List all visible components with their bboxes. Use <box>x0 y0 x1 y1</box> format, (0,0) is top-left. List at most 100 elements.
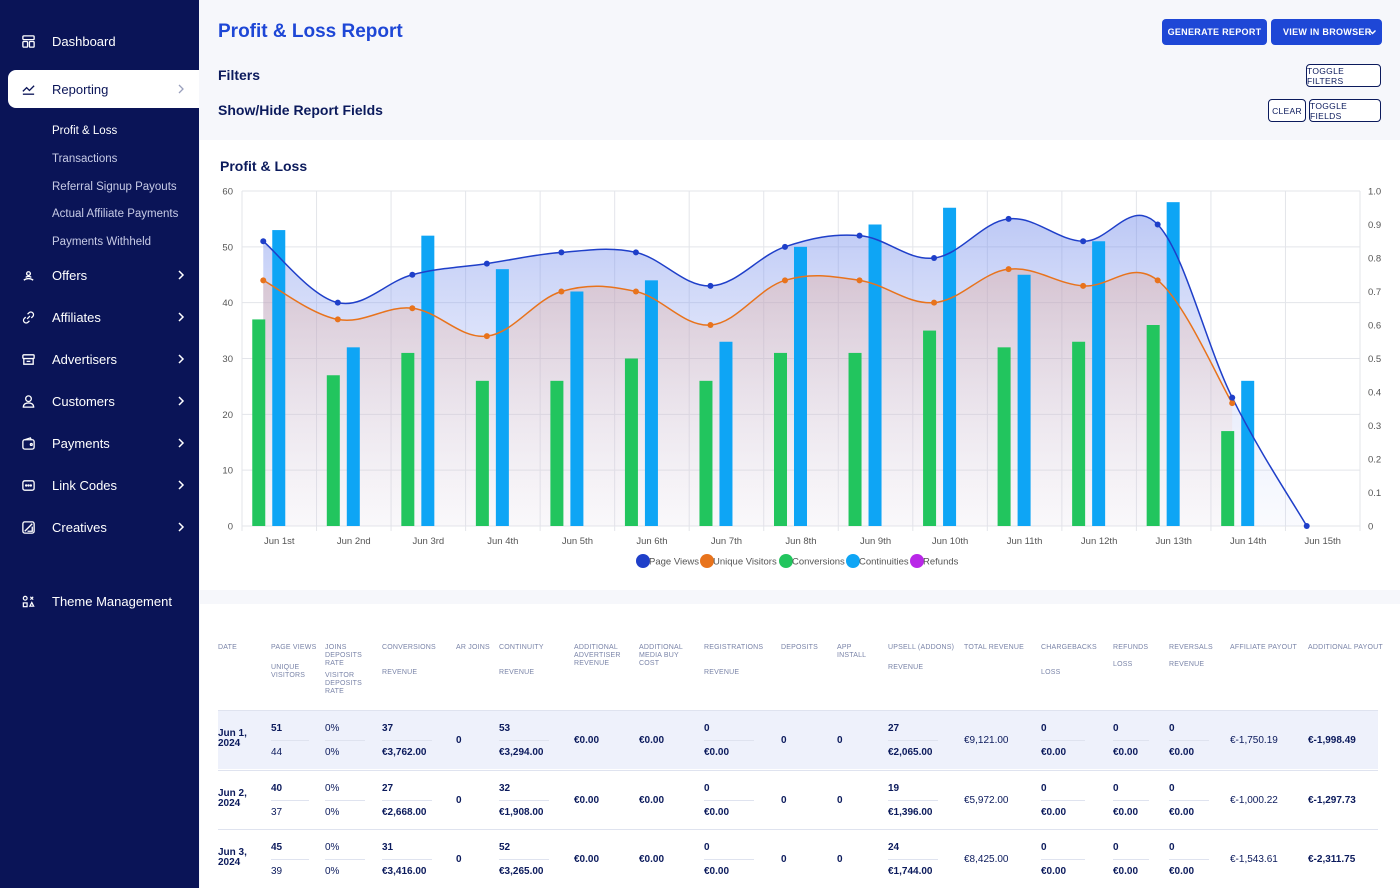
sidebar-item-offers[interactable]: Offers <box>8 256 199 294</box>
conversions-bar <box>699 380 713 526</box>
report-fields-heading: Show/Hide Report Fields <box>218 102 383 118</box>
table-cell: 0 <box>1169 782 1175 794</box>
chevron-right-icon <box>178 480 185 490</box>
column-header[interactable]: PAGE VIEWS <box>271 644 317 651</box>
continuities-bar <box>794 246 807 526</box>
toggle-fields-button[interactable]: TOGGLE FIELDS <box>1309 99 1381 122</box>
column-header[interactable]: CONTINUITY <box>499 644 544 651</box>
sidebar-item-payments[interactable]: Payments <box>8 424 199 462</box>
column-header[interactable]: UPSELL (ADDONS) <box>888 644 955 651</box>
column-header[interactable]: CONVERSIONS <box>382 644 436 651</box>
conversions-bar <box>1221 431 1235 526</box>
column-header[interactable]: AFFILIATE PAYOUT <box>1230 644 1297 651</box>
subnav-referral-signup-payouts[interactable]: Referral Signup Payouts <box>52 181 177 193</box>
page-views-point <box>707 282 714 289</box>
sidebar-item-affiliates[interactable]: Affiliates <box>8 298 199 336</box>
column-header[interactable]: REFUNDS <box>1113 644 1149 651</box>
column-header[interactable]: CHARGEBACKS <box>1041 644 1097 651</box>
sidebar-item-creatives[interactable]: Creatives <box>8 508 199 546</box>
sidebar-item-link-codes[interactable]: Link Codes <box>8 466 199 504</box>
column-header[interactable]: AR JOINS <box>456 644 490 651</box>
y2-tick-label: 0 <box>1368 522 1373 533</box>
table-row[interactable]: Jun 2, 2024 40 37 0% 0% 27 €2,668.00 0 32 €1,908.… <box>218 769 1378 829</box>
y-tick-label: 30 <box>222 354 233 365</box>
cell-divider <box>325 740 365 741</box>
sidebar-item-theme-management[interactable]: Theme Management <box>8 582 199 620</box>
unique-visitors-point <box>1005 266 1012 273</box>
table-cell: €3,294.00 <box>499 747 544 758</box>
legend-swatch <box>779 554 793 568</box>
sidebar-item-reporting[interactable]: Reporting <box>8 70 199 108</box>
subnav-payments-withheld[interactable]: Payments Withheld <box>52 236 152 248</box>
column-header[interactable]: REGISTRATIONS <box>704 644 764 651</box>
column-header[interactable]: TOTAL REVENUE <box>964 644 1025 651</box>
conversions-bar <box>550 380 564 526</box>
x-tick-label: Jun 5th <box>562 536 593 547</box>
column-header[interactable]: ADDITIONAL MEDIA BUY COST <box>639 644 683 667</box>
conversions-bar <box>1146 325 1160 526</box>
sidebar-item-dashboard[interactable]: Dashboard <box>8 22 199 60</box>
column-header[interactable]: APP INSTALL <box>837 644 867 659</box>
table-cell: 53 <box>499 723 511 734</box>
cell-divider <box>1169 740 1209 741</box>
cell-divider <box>704 740 754 741</box>
column-header[interactable]: REVERSALS <box>1169 644 1213 651</box>
x-tick-label: Jun 7th <box>711 536 742 547</box>
column-subheader: REVENUE <box>382 669 418 676</box>
conversions-bar <box>624 358 638 526</box>
table-cell: €-1,543.61 <box>1230 854 1278 865</box>
page-views-point <box>409 271 416 278</box>
y2-tick-label: 0.2 <box>1368 455 1381 466</box>
conversions-bar <box>848 352 862 526</box>
y-tick-label: 10 <box>222 466 233 477</box>
conversions-bar <box>923 330 937 526</box>
table-cell: €0.00 <box>574 735 600 746</box>
y-tick-label: 0 <box>228 522 233 533</box>
chevron-right-icon <box>178 270 185 280</box>
table-cell: 39 <box>271 866 283 877</box>
subnav-actual-affiliate-payments[interactable]: Actual Affiliate Payments <box>52 208 179 220</box>
clear-button[interactable]: CLEAR <box>1268 99 1306 122</box>
column-header[interactable]: ADDITIONAL PAYOUT <box>1308 644 1383 651</box>
chevron-down-icon[interactable] <box>1368 28 1377 36</box>
column-header[interactable]: ADDITIONAL ADVERTISER REVENUE <box>574 644 621 667</box>
table-cell: 0 <box>781 735 787 746</box>
sidebar-item-advertisers[interactable]: Advertisers <box>8 340 199 378</box>
column-header[interactable]: DATE <box>218 644 237 651</box>
continuities-bar <box>346 347 360 526</box>
sidebar-item-customers[interactable]: Customers <box>8 382 199 420</box>
table-cell: 0 <box>1041 723 1047 734</box>
page-views-line <box>262 214 1308 527</box>
continuities-bar <box>1017 274 1031 526</box>
continuities-bar <box>421 235 435 526</box>
continuities-bar <box>495 269 509 526</box>
x-tick-label: Jun 8th <box>785 536 816 547</box>
table-cell: €3,265.00 <box>499 866 544 877</box>
cell-divider <box>1113 859 1149 860</box>
table-cell: 19 <box>888 782 900 794</box>
conversions-bar <box>1072 341 1086 526</box>
table-cell: 45 <box>271 842 283 853</box>
y2-tick-label: 0.1 <box>1368 488 1381 499</box>
cell-divider <box>1169 799 1209 801</box>
sidebar-item-label: Customers <box>52 393 115 409</box>
table-row[interactable]: Jun 1, 2024 51 44 0% 0% 37 €3,762.00 0 53 €3,294.… <box>218 710 1378 769</box>
column-header[interactable]: DEPOSITS <box>781 644 818 651</box>
table-cell: 0 <box>837 735 843 746</box>
unique-visitors-point <box>483 333 490 340</box>
table-cell: €0.00 <box>704 806 730 818</box>
subnav-transactions[interactable]: Transactions <box>52 153 118 165</box>
generate-report-button[interactable]: GENERATE REPORT <box>1162 19 1267 45</box>
y2-tick-label: 0.9 <box>1368 220 1381 231</box>
table-cell: 27 <box>382 782 394 794</box>
view-in-browser-button[interactable]: VIEW IN BROWSER <box>1271 19 1382 45</box>
table-row[interactable]: Jun 3, 2024 45 39 0% 0% 31 €3,416.00 0 52 €3,265.… <box>218 829 1378 888</box>
cell-divider <box>271 799 309 801</box>
unique-visitors-point <box>856 277 863 284</box>
column-header[interactable]: JOINS DEPOSITS RATE <box>325 644 362 667</box>
toggle-filters-button[interactable]: TOGGLE FILTERS <box>1306 64 1381 87</box>
chevron-right-icon <box>178 84 184 94</box>
subnav-profit-loss[interactable]: Profit & Loss <box>52 125 118 137</box>
table-cell: €0.00 <box>639 854 665 865</box>
table-cell: €-2,311.75 <box>1308 854 1356 865</box>
